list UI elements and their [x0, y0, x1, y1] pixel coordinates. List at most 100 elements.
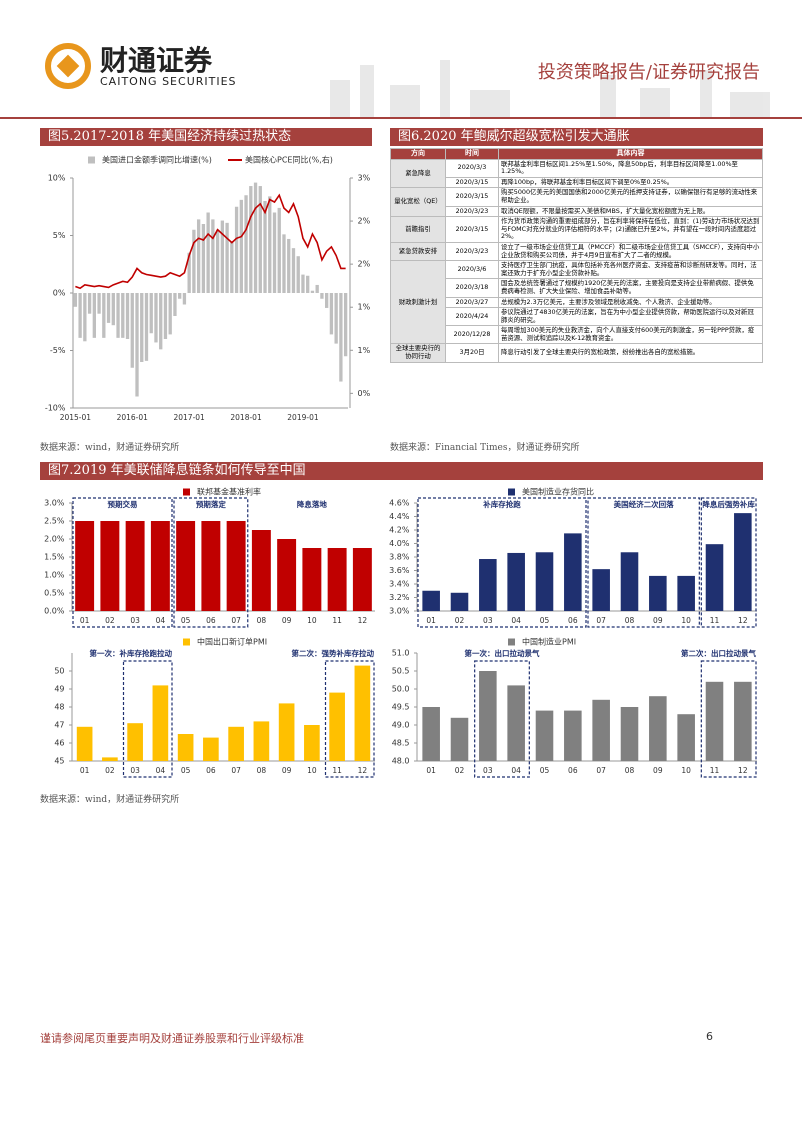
x-tick-label: 01 — [80, 616, 90, 625]
bar — [734, 513, 752, 611]
tick-label: 48 — [54, 703, 64, 712]
x-tick-label: 08 — [257, 616, 267, 625]
tick-label: 5% — [53, 231, 66, 240]
bar — [422, 590, 440, 611]
bar — [76, 726, 93, 761]
tick-label: 50.0 — [392, 685, 410, 694]
bar — [422, 707, 440, 761]
bar — [230, 241, 234, 293]
tick-label: 3.4% — [389, 580, 410, 589]
direction-cell: 前瞻指引 — [390, 216, 446, 243]
x-tick-label: 10 — [307, 616, 317, 625]
bar — [705, 681, 724, 761]
column-header: 具体内容 — [498, 148, 763, 160]
x-tick-label: 05 — [540, 766, 550, 775]
disclaimer: 谨请参阅尾页重要声明及财通证券股票和行业评级标准 — [40, 1032, 304, 1045]
group-box — [587, 497, 700, 628]
legend-swatch — [88, 156, 95, 164]
chart: 0.0% 0.5% 1.0% 1.5% 2.0% 2.5% 3.0% 01 02 03 04 05 06… — [44, 487, 375, 628]
tick-label: 3.0% — [44, 499, 65, 508]
x-tick-label: 03 — [483, 616, 493, 625]
bar — [620, 707, 639, 761]
bar — [507, 685, 525, 761]
x-tick-label: 06 — [568, 616, 578, 625]
annotation: 美国经济二次回落 — [614, 499, 674, 509]
bar — [253, 182, 258, 293]
bar — [705, 544, 724, 611]
direction-cell: 量化宽松（QE） — [390, 187, 446, 218]
bar — [282, 234, 286, 293]
direction-cell: 紧急降息 — [390, 158, 446, 189]
bar — [306, 275, 310, 293]
bar — [592, 569, 610, 611]
policy-table: 方向 时间 具体内容 紧急降息 2020/3/3 联邦基金利率目标区间1.25%至1.50… — [390, 148, 763, 363]
tick-label: 4.6% — [389, 499, 410, 508]
legend-swatch — [183, 488, 190, 496]
tick-label: 3.8% — [389, 553, 410, 562]
bar — [287, 238, 291, 293]
tick-label: 3.0% — [389, 607, 410, 616]
legend-swatch — [508, 638, 515, 646]
logo-cn: 财通证券 — [100, 44, 213, 77]
tick-label: 1.0% — [44, 571, 65, 580]
legend-label: 美国核心PCE同比(%,右) — [245, 155, 333, 165]
x-tick-label: 02 — [105, 616, 115, 625]
page-number: 6 — [706, 1030, 713, 1043]
bar — [87, 293, 92, 314]
content-cell: 购买5000亿美元的美国国债和2000亿美元的抵押支持证券，以确保银行有足够的流… — [498, 187, 763, 207]
bar — [125, 293, 130, 339]
bar — [278, 703, 295, 761]
content-cell: 支持医疗卫生部门抗疫，具体包括补充各州医疗资金、支持疫苗和诊断剂研发等。同时，法… — [498, 260, 763, 280]
bar — [226, 521, 246, 611]
x-tick-label: 07 — [596, 766, 606, 775]
content-cell: 设立了一级市场企业信贷工具（PMCCF）和二级市场企业信贷工具（SMCCF），支… — [498, 241, 763, 262]
bar — [244, 195, 248, 293]
x-tick-label: 02 — [455, 616, 465, 625]
group-box — [700, 660, 757, 778]
x-tick-label: 08 — [625, 616, 635, 625]
x-tick-label: 09 — [282, 616, 292, 625]
bar — [106, 293, 111, 323]
x-tick-label: 08 — [625, 766, 635, 775]
annotation: 第二次：出口拉动景气 — [681, 648, 756, 658]
tick-label: 1% — [358, 346, 371, 355]
x-tick-label: 08 — [257, 766, 267, 775]
x-tick-label: 2016-01 — [117, 413, 149, 422]
bar — [734, 681, 752, 761]
tick-label: 3% — [358, 174, 371, 183]
x-tick-label: 01 — [80, 766, 90, 775]
header: 财通证券 CAITONG SECURITIES 投资策略报告/证券研究报告 — [0, 43, 802, 119]
x-tick-label: 2015-01 — [60, 413, 92, 422]
legend-label: 中国制造业PMI — [522, 637, 576, 647]
legend-label: 中国出口新订单PMI — [197, 637, 267, 647]
bar — [310, 290, 315, 293]
bar — [102, 757, 118, 761]
bar — [116, 293, 120, 338]
x-tick-label: 09 — [282, 766, 292, 775]
bar — [234, 206, 239, 293]
bar — [592, 699, 610, 761]
bar — [301, 274, 305, 293]
bar — [135, 293, 139, 397]
bar — [277, 207, 281, 293]
tick-label: 0.5% — [44, 589, 65, 598]
bar — [535, 552, 554, 611]
x-tick-label: 12 — [738, 616, 748, 625]
bar — [677, 575, 695, 611]
bar — [127, 723, 143, 761]
date-cell: 2020/3/15 — [445, 216, 499, 243]
group-box — [324, 660, 375, 778]
legend-label: 美国进口金额季调同比增速(%) — [102, 155, 212, 165]
x-tick-label: 09 — [653, 766, 663, 775]
x-tick-label: 05 — [540, 616, 550, 625]
bar — [201, 521, 221, 611]
tick-label: 50.5 — [392, 667, 410, 676]
x-tick-label: 03 — [130, 616, 140, 625]
tick-label: -10% — [45, 404, 66, 413]
legend-label: 联邦基金基准利率 — [197, 487, 261, 497]
x-tick-label: 05 — [181, 766, 191, 775]
annotation: 降息落地 — [297, 499, 327, 509]
bar — [92, 293, 96, 338]
tick-label: 48.0 — [392, 757, 410, 766]
